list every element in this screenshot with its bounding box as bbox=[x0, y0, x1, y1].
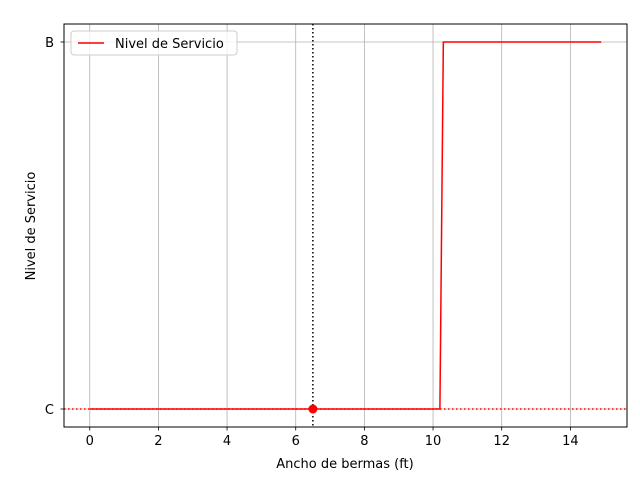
ticks-layer: 0 2 4 6 8 10 12 14 C B bbox=[45, 36, 579, 449]
marker-point bbox=[308, 404, 318, 414]
x-tick-label: 6 bbox=[292, 434, 300, 449]
legend-label: Nivel de Servicio bbox=[115, 37, 224, 52]
y-tick-label: C bbox=[45, 403, 54, 418]
x-tick-label: 10 bbox=[425, 434, 442, 449]
y-tick-label: B bbox=[45, 36, 54, 51]
legend-box bbox=[70, 30, 238, 56]
x-tick-label: 12 bbox=[493, 434, 510, 449]
x-tick-label: 4 bbox=[223, 434, 231, 449]
x-tick-label: 0 bbox=[86, 434, 94, 449]
x-tick-label: 2 bbox=[154, 434, 162, 449]
series-layer bbox=[89, 41, 602, 414]
x-tick-label: 14 bbox=[562, 434, 579, 449]
y-axis-label: Nivel de Servicio bbox=[24, 172, 39, 281]
series-line bbox=[89, 41, 602, 410]
x-axis-label: Ancho de bermas (ft) bbox=[276, 457, 413, 472]
legend: Nivel de Servicio bbox=[70, 30, 238, 56]
plot-frame bbox=[63, 23, 628, 428]
x-tick-label: 8 bbox=[360, 434, 368, 449]
